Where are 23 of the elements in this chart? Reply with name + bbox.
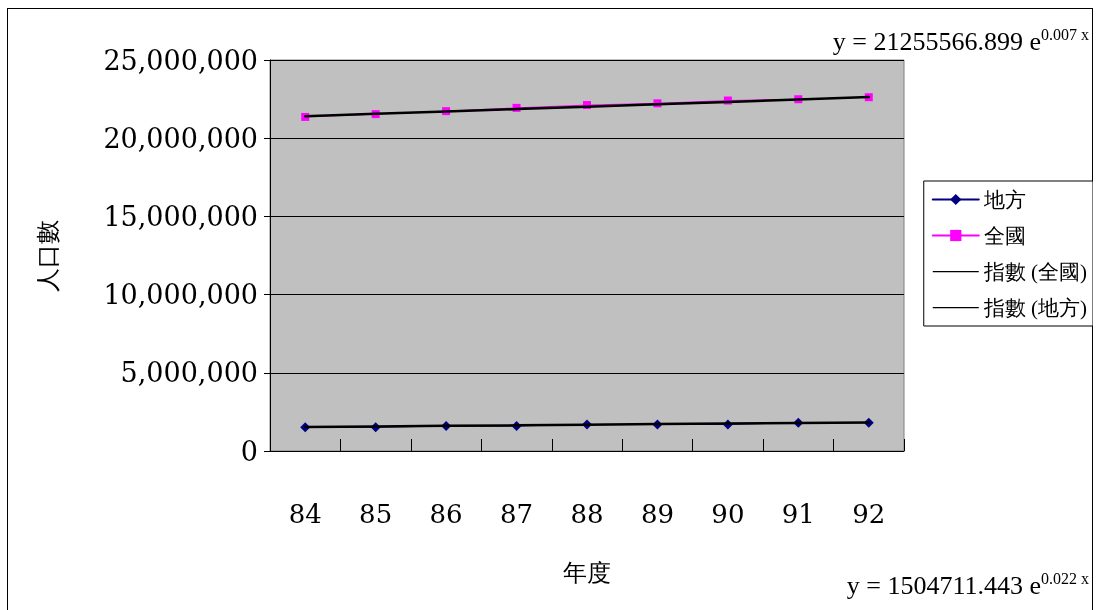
x-tick-label: 92 <box>852 499 886 529</box>
x-tick-label: 85 <box>359 499 393 529</box>
text: y = 1504711.443 e$^{0.022 x}$ <box>846 570 1089 601</box>
text: y = 21255566.899 e$^{0.007 x}$ <box>832 26 1089 57</box>
legend-label: 地方 <box>982 187 1026 212</box>
x-tick-label: 90 <box>711 499 745 529</box>
y-tick-label: 0 <box>240 435 258 467</box>
x-tick-label: 91 <box>781 499 815 529</box>
legend-label: 指數 (全國) <box>982 259 1088 284</box>
legend-label: 全國 <box>983 223 1026 248</box>
y-axis-title: 人口數 <box>35 219 61 292</box>
x-tick-label: 89 <box>640 499 674 529</box>
y-tick-label: 10,000,000 <box>103 279 258 311</box>
y-tick-label: 25,000,000 <box>103 44 258 76</box>
x-tick-label: 88 <box>570 499 604 529</box>
x-axis-title: 年度 <box>563 560 611 586</box>
y-tick-label: 5,000,000 <box>120 357 258 389</box>
x-tick-label: 84 <box>288 499 322 529</box>
legend-label: 指數 (地方) <box>982 295 1088 320</box>
y-tick-label: 15,000,000 <box>103 200 258 232</box>
x-tick-label: 87 <box>500 499 534 529</box>
x-tick-label: 86 <box>429 499 463 529</box>
y-tick-label: 20,000,000 <box>103 122 258 154</box>
